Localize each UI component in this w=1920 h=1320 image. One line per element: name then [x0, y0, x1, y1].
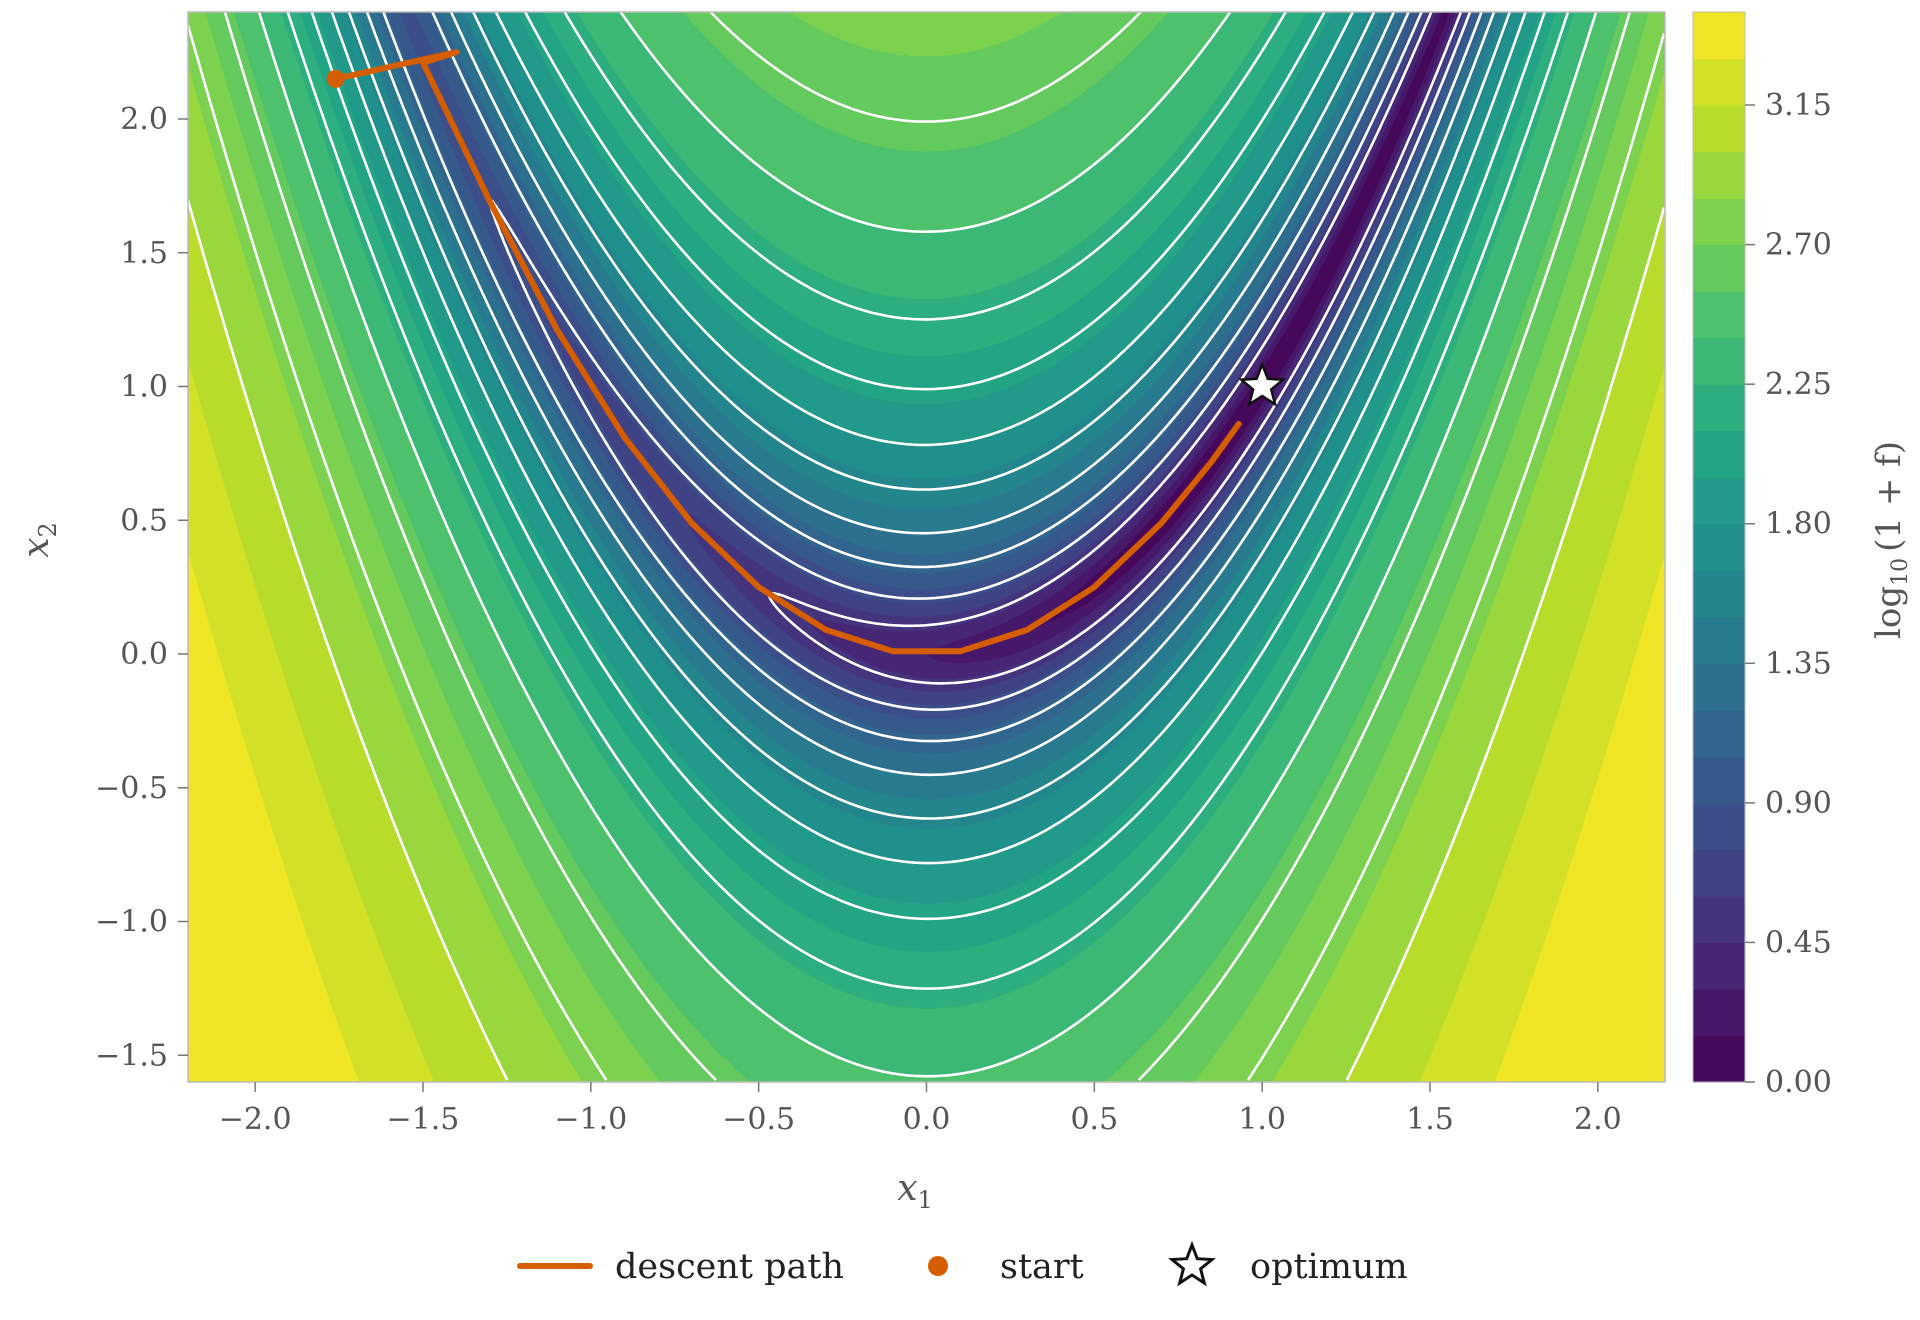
x-tick-label: −1.0 — [554, 1102, 627, 1137]
descent-path-line — [332, 49, 1242, 655]
start-point — [326, 69, 345, 88]
plot-area — [187, 11, 1666, 1083]
marker-layer — [326, 69, 1287, 408]
colorbar-label: log10(1 + f) — [1869, 441, 1913, 639]
x-tick-label: 1.0 — [1238, 1102, 1286, 1137]
y-tick-label: −1.0 — [95, 905, 168, 940]
contour-line-2 — [382, 12, 1483, 743]
x-tick-label: 1.5 — [1406, 1102, 1454, 1137]
colorbar-band — [1693, 709, 1745, 757]
contour-line-0 — [767, 12, 1463, 685]
colorbar-frame — [1692, 11, 1746, 1083]
contour-line-9 — [223, 12, 1632, 1081]
y-tick-label: −0.5 — [95, 771, 168, 806]
legend-label-descent-path: descent path — [615, 1247, 844, 1287]
colorbar-band — [1693, 942, 1745, 990]
y-tick-label: 0.5 — [120, 503, 168, 538]
colorbar-band — [1693, 477, 1745, 525]
y-tick-label: 0.0 — [120, 637, 168, 672]
colorbar-band — [1693, 105, 1745, 153]
colorbar-band — [1693, 523, 1745, 571]
colorbar-band — [1693, 1035, 1745, 1083]
colorbar-band — [1693, 570, 1745, 618]
x-tick-label: −2.0 — [219, 1102, 292, 1137]
contour-line-3 — [365, 12, 1496, 777]
colorbar-tick-label: 2.25 — [1765, 367, 1832, 402]
colorbar-tick-label: 0.90 — [1765, 786, 1832, 821]
y-tick-label: −1.5 — [95, 1038, 168, 1073]
descent-path-layer — [332, 49, 1242, 655]
optimum-star — [1238, 361, 1287, 408]
x-tick-label: 2.0 — [1574, 1102, 1622, 1137]
legend-label-optimum: optimum — [1250, 1247, 1408, 1287]
x-tick-label: −1.5 — [387, 1102, 460, 1137]
legend-label-start: start — [1000, 1247, 1084, 1287]
colorbar-tick-label: 3.15 — [1765, 88, 1832, 123]
y-axis: −1.5 −1.0 −0.5 0.0 0.5 1.0 1.5 2.0 — [95, 102, 188, 1073]
x-axis: −2.0 −1.5 −1.0 −0.5 0.0 0.5 1.0 1.5 2.0 — [219, 1082, 1622, 1137]
contour-line-8 — [257, 12, 1598, 1078]
colorbar-band — [1693, 663, 1745, 711]
colorbar-band — [1693, 988, 1745, 1037]
colorbar: 0.00 0.45 0.90 1.35 1.80 2.25 2.70 3.15 log10(1… — [1692, 11, 1913, 1100]
colorbar-band — [1693, 616, 1745, 664]
colorbar-band — [1693, 198, 1745, 246]
x-tick-label: 0.0 — [903, 1102, 951, 1137]
colorbar-bands — [1693, 12, 1745, 1083]
legend-dot-swatch — [928, 1256, 948, 1276]
contour-line-4 — [347, 12, 1511, 820]
legend-star-swatch — [1168, 1240, 1216, 1287]
y-tick-label: 1.5 — [120, 236, 168, 271]
y-tick-label: 1.0 — [120, 370, 168, 405]
colorbar-tick-label: 1.35 — [1765, 646, 1832, 681]
colorbar-band — [1693, 151, 1745, 199]
colorbar-tick-label: 0.00 — [1765, 1065, 1832, 1100]
colorbar-band — [1693, 849, 1745, 897]
x-tick-label: −0.5 — [722, 1102, 795, 1137]
colorbar-band — [1693, 244, 1745, 292]
colorbar-band — [1693, 384, 1745, 432]
colorbar-tick-label: 0.45 — [1765, 925, 1832, 960]
colorbar-band — [1693, 12, 1745, 60]
colorbar-band — [1693, 430, 1745, 478]
colorbar-band — [1693, 895, 1745, 944]
colorbar-tick-label: 2.70 — [1765, 228, 1832, 263]
contour-line-1 — [489, 12, 1472, 711]
colorbar-band — [1693, 58, 1745, 106]
y-axis-label: x2 — [16, 522, 62, 558]
colorbar-tick-label: 1.80 — [1765, 507, 1832, 542]
legend: descent path start optimum — [517, 1240, 1408, 1287]
colorbar-band — [1693, 802, 1745, 850]
colorbar-band — [1693, 291, 1745, 339]
colorbar-ticks: 0.00 0.45 0.90 1.35 1.80 2.25 2.70 3.15 — [1745, 88, 1832, 1100]
colorbar-band — [1693, 756, 1745, 804]
contour-lines — [188, 12, 1665, 1081]
x-axis-label: x1 — [897, 1168, 933, 1214]
y-tick-label: 2.0 — [120, 102, 168, 137]
heatmap-surface — [188, 12, 1665, 1082]
x-tick-label: 0.5 — [1070, 1102, 1118, 1137]
colorbar-band — [1693, 337, 1745, 385]
